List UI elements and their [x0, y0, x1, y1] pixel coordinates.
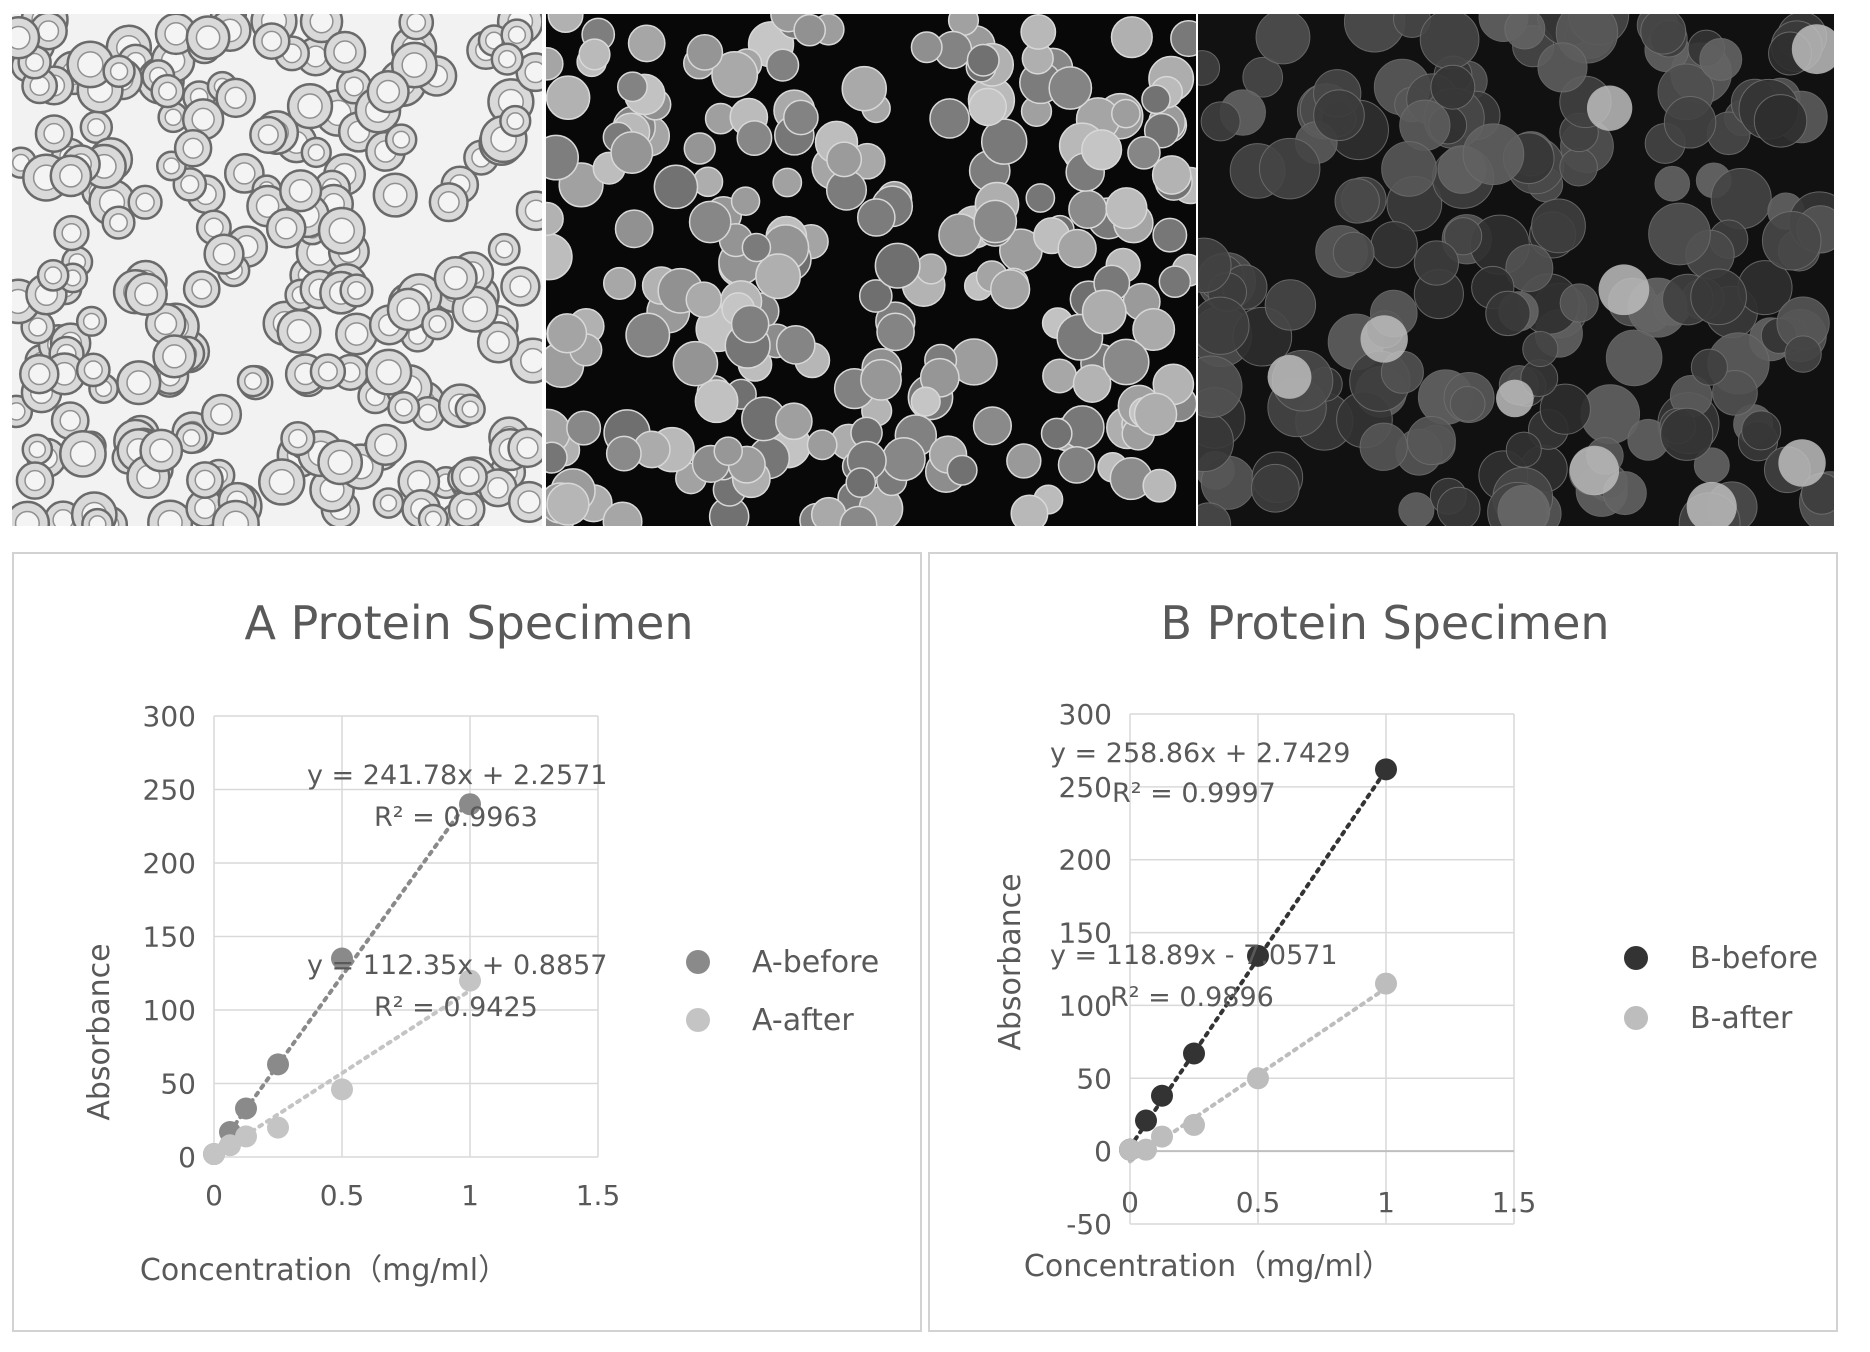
data-point-A-after: [219, 1134, 241, 1157]
tick-labels: -50 0 50 100 150 200 250 300 0 0.5 1 1.5: [1059, 698, 1537, 1241]
y-tick-label: -50: [1066, 1208, 1112, 1241]
fluorescence-micrograph: [546, 14, 1196, 526]
legend-marker-a-after: [686, 1008, 710, 1032]
data-point-B-after: [1183, 1113, 1205, 1136]
data-point-B-before: [1151, 1084, 1173, 1107]
x-tick-label: 0.5: [320, 1179, 365, 1212]
y-tick-label: 0: [1094, 1135, 1112, 1168]
y-tick-label: 300: [1059, 698, 1112, 731]
y-tick-label: 50: [1076, 1062, 1112, 1095]
legend-marker-b-after: [1624, 1006, 1648, 1030]
data-point-A-before: [331, 947, 353, 970]
data-point-A-after: [235, 1125, 257, 1148]
legend-label-b-after: B-after: [1690, 1001, 1793, 1036]
y-tick-label: 150: [143, 921, 196, 954]
data-point-A-after: [267, 1116, 289, 1139]
r-squared-before: R² = 0.9997: [1112, 778, 1276, 809]
points: [203, 793, 481, 1166]
data-point-A-after: [203, 1143, 225, 1166]
x-tick-label: 0: [1121, 1186, 1139, 1219]
micrograph-strip: [0, 0, 1870, 540]
trendline-A-before: [212, 796, 472, 1156]
y-tick-label: 150: [1059, 917, 1112, 950]
x-tick-label: 0.5: [1236, 1186, 1281, 1219]
data-point-B-after: [1375, 972, 1397, 995]
y-tick-label: 50: [160, 1068, 196, 1101]
y-axis-label: Absorbance: [993, 873, 1028, 1050]
data-point-B-before: [1135, 1109, 1157, 1132]
y-axis-label: Absorbance: [82, 943, 117, 1120]
brightfield-micrograph: [12, 14, 542, 526]
data-point-A-before: [235, 1097, 257, 1120]
y-tick-label: 0: [178, 1141, 196, 1174]
r-squared-after: R² = 0.9425: [374, 992, 538, 1023]
trendline-equation-before: y = 258.86x + 2.7429: [1050, 738, 1350, 769]
legend-label-b-before: B-before: [1690, 941, 1818, 976]
y-tick-label: 250: [1059, 771, 1112, 804]
trendlines: [212, 796, 472, 1158]
data-point-B-before: [1183, 1042, 1205, 1065]
y-tick-label: 200: [143, 847, 196, 880]
chart-panel-b: B Protein Specimen -50 0 50 100 150 200 250 300…: [928, 552, 1838, 1332]
x-tick-label: 1: [1377, 1186, 1395, 1219]
data-point-B-after: [1135, 1138, 1157, 1161]
x-axis-label: Concentration（mg/ml）: [1024, 1249, 1392, 1284]
data-point-B-after: [1151, 1125, 1173, 1148]
chart-a-svg: A Protein Specimen 0 50 100 150 200 250 300 0 0.…: [82, 596, 879, 1288]
r-squared-before: R² = 0.9963: [374, 802, 538, 833]
y-tick-label: 250: [143, 774, 196, 807]
data-point-A-after: [331, 1078, 353, 1101]
trendline-equation-before: y = 241.78x + 2.2571: [307, 760, 607, 791]
trendline-equation-after: y = 118.89x - 7.0571: [1050, 940, 1338, 971]
legend-label-a-before: A-before: [752, 945, 879, 980]
chart-b-svg: B Protein Specimen -50 0 50 100 150 200 250 300…: [993, 596, 1818, 1284]
x-tick-label: 0: [205, 1179, 223, 1212]
x-tick-label: 1.5: [576, 1179, 621, 1212]
legend-label-a-after: A-after: [752, 1003, 854, 1038]
x-tick-label: 1.5: [1492, 1186, 1537, 1219]
y-tick-label: 100: [1059, 989, 1112, 1022]
legend: B-before B-after: [1624, 941, 1818, 1036]
chart-panel-a: A Protein Specimen 0 50 100 150 200 250 300 0 0.…: [12, 552, 922, 1332]
trendline-equation-after: y = 112.35x + 0.8857: [307, 950, 607, 981]
chart-title: A Protein Specimen: [245, 596, 694, 650]
blurred-fluorescence-micrograph: [1198, 14, 1834, 526]
trendline-A-after: [212, 988, 472, 1158]
tick-labels: 0 50 100 150 200 250 300 0 0.5 1 1.5: [143, 700, 621, 1212]
x-axis-label: Concentration（mg/ml）: [140, 1253, 508, 1288]
legend: A-before A-after: [686, 945, 879, 1038]
chart-title: B Protein Specimen: [1160, 596, 1609, 650]
legend-marker-b-before: [1624, 946, 1648, 970]
data-point-A-before: [459, 793, 481, 816]
data-point-A-before: [267, 1053, 289, 1076]
grid: [213, 715, 599, 1158]
x-tick-label: 1: [461, 1179, 479, 1212]
y-tick-label: 200: [1059, 844, 1112, 877]
data-point-B-after: [1247, 1067, 1269, 1090]
data-point-B-after: [1119, 1138, 1141, 1161]
grid: [1129, 713, 1515, 1225]
legend-marker-a-before: [686, 950, 710, 974]
points: [1119, 758, 1397, 1161]
data-point-B-before: [1247, 944, 1269, 967]
r-squared-after: R² = 0.9896: [1110, 982, 1274, 1013]
data-point-B-before: [1375, 758, 1397, 781]
y-tick-label: 100: [143, 994, 196, 1027]
y-tick-label: 300: [143, 700, 196, 733]
data-point-A-after: [459, 969, 481, 992]
